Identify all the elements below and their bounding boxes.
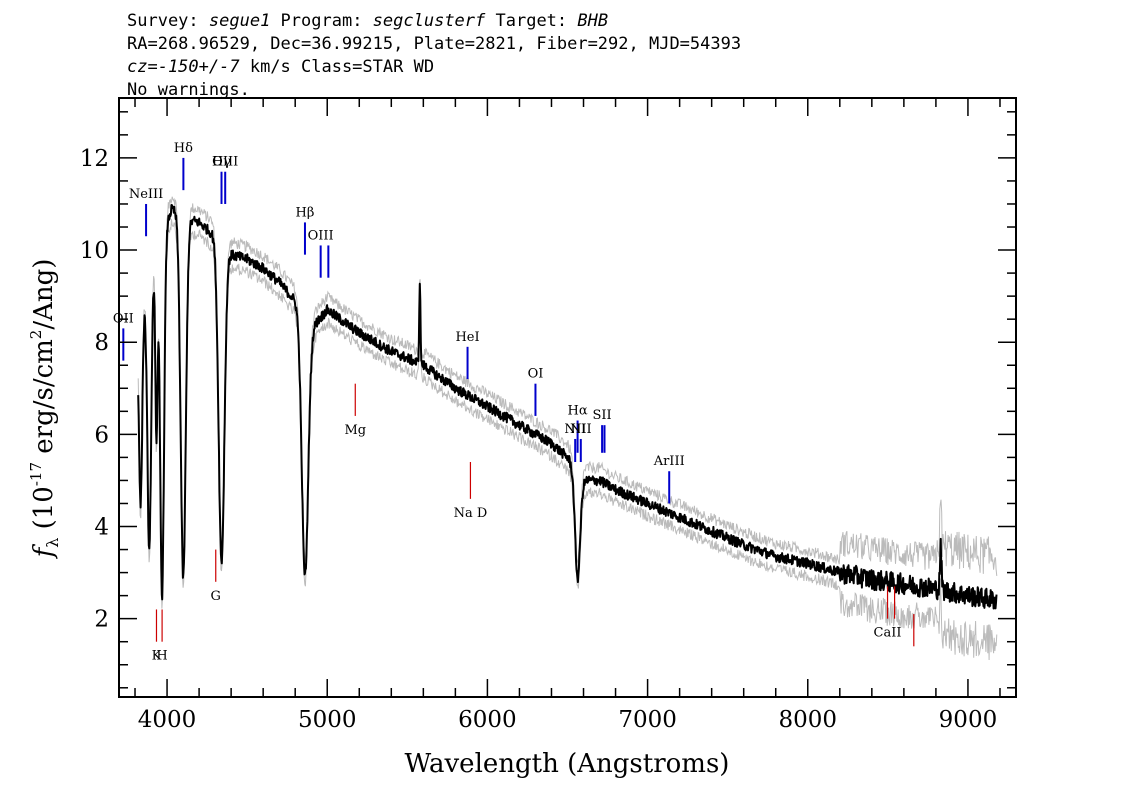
emission-line-label: Hδ: [174, 141, 193, 156]
absorption-line-label: Na D: [454, 506, 488, 521]
flux-error-lower: [137, 219, 998, 661]
spectral-line-markers: NeIIIHδHγOIIIHβOIIIOIIHeIOIHαNIINIISIIAr…: [113, 141, 915, 664]
emission-line-label: NII: [570, 422, 592, 437]
plot-frame: [118, 97, 1017, 698]
y-tick-label: 2: [94, 607, 109, 633]
flux-error-band: [137, 196, 998, 661]
y-tick-label: 6: [94, 422, 109, 448]
plot-axes: 4000 5000 6000 7000 8000 9000 2 4 6 8 10 12: [80, 97, 1017, 733]
x-axis-title: Wavelength (Angstroms): [405, 749, 730, 779]
program-label: Program:: [270, 11, 373, 31]
x-tick-label: 5000: [298, 707, 357, 733]
y-tick-label: 8: [94, 330, 109, 356]
header-line-redshift: cz=-150+/-7 km/s Class=STAR WD: [127, 56, 741, 79]
class-value: km/s Class=STAR WD: [239, 57, 435, 77]
emission-line-label: ArIII: [653, 454, 685, 469]
y-tick-label: 10: [80, 238, 109, 264]
y-tick-label: 4: [94, 515, 109, 541]
emission-line-label: OIII: [308, 228, 334, 243]
absorption-line-label: H: [156, 649, 167, 664]
absorption-line-label: K: [152, 649, 162, 664]
emission-line-label: Hγ: [212, 155, 231, 170]
y-axis-title: fλ (10-17 erg/s/cm2/Ang): [27, 259, 62, 560]
emission-line-label: OIII: [212, 155, 238, 170]
header-line-coords: RA=268.96529, Dec=36.99215, Plate=2821, …: [127, 34, 742, 54]
target-value: BHB: [577, 11, 609, 31]
x-tick-label: 9000: [939, 707, 998, 733]
emission-line-label: Hβ: [296, 205, 315, 220]
absorption-line-label: G: [211, 589, 221, 604]
flux-line: [137, 204, 998, 610]
absorption-line-label: Mg: [344, 423, 366, 438]
emission-line-label: Hα: [568, 404, 588, 419]
survey-label: Survey:: [127, 11, 209, 31]
emission-line-label: SII: [593, 408, 612, 423]
x-tick-label: 8000: [778, 707, 837, 733]
flux-series: [137, 204, 998, 610]
x-tick-label: 6000: [458, 707, 517, 733]
emission-line-label: OI: [528, 367, 544, 382]
emission-line-label: NeIII: [129, 187, 163, 202]
x-tick-label: 7000: [618, 707, 677, 733]
flux-error-upper: [137, 196, 998, 589]
absorption-line-label: CaII: [874, 626, 902, 641]
survey-value: segue1: [208, 11, 271, 31]
y-tick-label: 12: [80, 146, 109, 172]
header-line-warnings: No warnings.: [127, 80, 250, 100]
header-line-survey: Survey: segue1 Program: segclusterf Targ…: [127, 10, 741, 33]
program-value: segclusterf: [372, 11, 486, 31]
x-tick-label: 4000: [138, 707, 197, 733]
spectrum-header: Survey: segue1 Program: segclusterf Targ…: [127, 10, 741, 102]
target-label: Target:: [485, 11, 578, 31]
emission-line-label: HeI: [455, 330, 479, 345]
emission-line-label: NII: [564, 422, 586, 437]
redshift-value: cz=-150+/-7: [127, 57, 240, 77]
